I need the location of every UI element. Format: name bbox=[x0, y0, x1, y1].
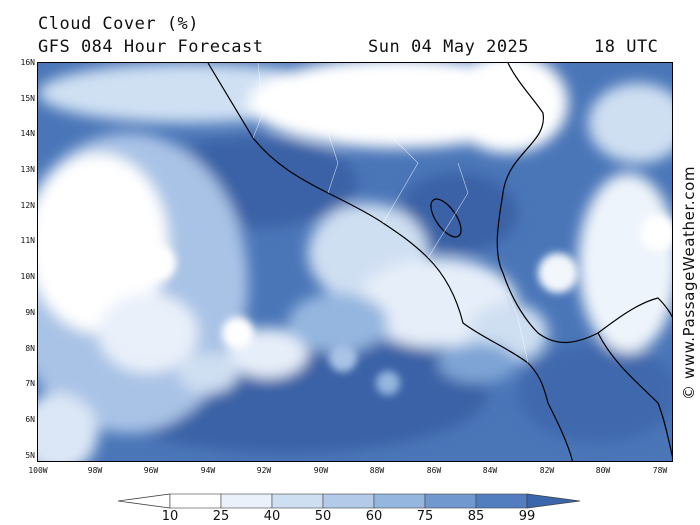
colorbar-label-10: 10 bbox=[161, 509, 179, 524]
lat-label-7n: 7N bbox=[25, 379, 35, 388]
forecast-model-label: GFS 084 Hour Forecast bbox=[38, 37, 264, 57]
coastlines bbox=[207, 63, 672, 461]
lat-label-11n: 11N bbox=[20, 236, 35, 245]
lon-label-96w: 96W bbox=[143, 466, 159, 475]
map-title: Cloud Cover (%) bbox=[38, 14, 200, 34]
colorbar-left-tip bbox=[118, 493, 171, 509]
lat-label-12n: 12N bbox=[20, 201, 35, 210]
lon-label-86w: 86W bbox=[426, 466, 442, 475]
lat-label-10n: 10N bbox=[20, 272, 35, 281]
forecast-time: 18 UTC bbox=[594, 37, 659, 57]
colorbar-label-50: 50 bbox=[314, 509, 332, 524]
colorbar-seg-6 bbox=[475, 493, 528, 509]
lon-label-88w: 88W bbox=[369, 466, 385, 475]
colorbar-seg-2 bbox=[271, 493, 324, 509]
map-canvas bbox=[38, 63, 672, 461]
forecast-date: Sun 04 May 2025 bbox=[368, 37, 530, 57]
lat-label-8n: 8N bbox=[25, 344, 35, 353]
colorbar-seg-1 bbox=[220, 493, 273, 509]
lon-label-82w: 82W bbox=[539, 466, 555, 475]
lat-label-15n: 15N bbox=[20, 94, 35, 103]
colorbar bbox=[118, 493, 581, 509]
lon-label-84w: 84W bbox=[482, 466, 498, 475]
colorbar-label-99: 99 bbox=[518, 509, 536, 524]
colorbar-seg-0 bbox=[169, 493, 222, 509]
lon-label-94w: 94W bbox=[200, 466, 216, 475]
colorbar-label-40: 40 bbox=[263, 509, 281, 524]
lake-nicaragua bbox=[430, 198, 462, 238]
lon-label-78w: 78W bbox=[652, 466, 668, 475]
passageweather-credit: © www.PassageWeather.com bbox=[680, 165, 698, 400]
colorbar-seg-5 bbox=[424, 493, 477, 509]
colorbar-seg-3 bbox=[322, 493, 375, 509]
lat-label-13n: 13N bbox=[20, 165, 35, 174]
lon-label-92w: 92W bbox=[256, 466, 272, 475]
lon-label-80w: 80W bbox=[595, 466, 611, 475]
lat-label-16n: 16N bbox=[20, 58, 35, 67]
colorbar-label-85: 85 bbox=[467, 509, 485, 524]
cloud-field-detail bbox=[140, 215, 672, 395]
colorbar-seg-4 bbox=[373, 493, 426, 509]
lat-label-6n: 6N bbox=[25, 415, 35, 424]
lat-label-14n: 14N bbox=[20, 129, 35, 138]
colorbar-label-75: 75 bbox=[416, 509, 434, 524]
colorbar-label-25: 25 bbox=[212, 509, 230, 524]
lon-label-98w: 98W bbox=[87, 466, 103, 475]
cloud-cover-map bbox=[37, 62, 673, 462]
lat-label-5n: 5N bbox=[25, 451, 35, 460]
cloud-field-layers bbox=[38, 63, 672, 461]
colorbar-right-tip bbox=[526, 493, 581, 509]
borders bbox=[252, 63, 529, 364]
lat-label-9n: 9N bbox=[25, 308, 35, 317]
colorbar-label-60: 60 bbox=[365, 509, 383, 524]
lon-label-100w: 100W bbox=[28, 466, 48, 475]
lon-label-90w: 90W bbox=[313, 466, 329, 475]
